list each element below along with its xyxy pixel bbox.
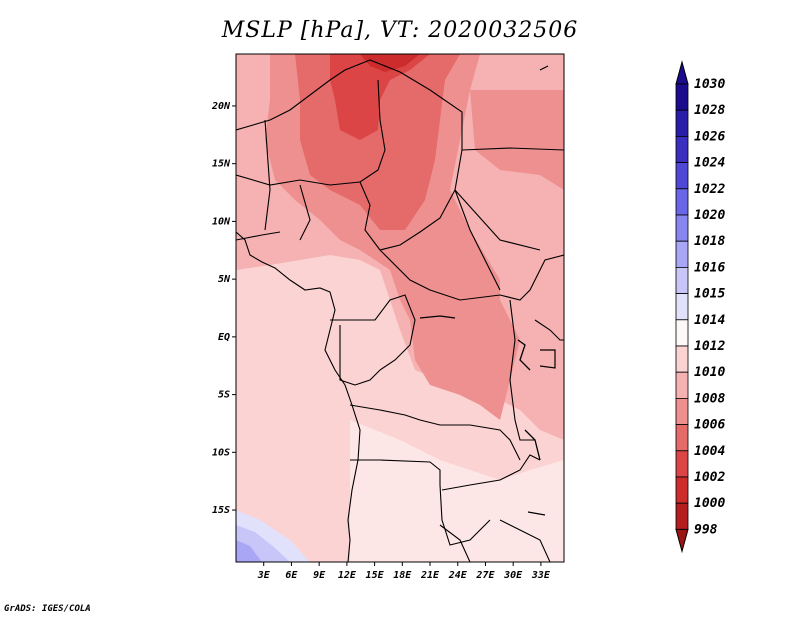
lat-tick-label: 10N [212,216,231,227]
colorbar-segment [675,476,689,504]
colorbar-top-arrow [675,60,689,85]
coastline [236,231,361,562]
lon-tick-label: 30E [503,570,523,581]
colorbar-legend: 1030 1028 1026 1024 1022 1020 1018 1016 1015 1014… [675,60,725,554]
country-borders [236,59,564,562]
pressure-field-1004 [330,54,430,140]
colorbar-label: 1000 [694,496,725,511]
pressure-field-1008-ne [470,90,564,190]
lon-tick-label: 33E [531,570,551,581]
lon-axis: 3E 6E 9E 12E 15E 18E 21E 24E 27E 30E 33E [257,562,551,581]
colorbar-label: 1015 [694,287,725,302]
colorbar-segment [675,319,689,347]
lon-tick-label: 3E [257,570,271,581]
colorbar-segment [675,502,689,530]
colorbar-segment [675,188,689,216]
lon-tick-label: 18E [393,570,412,581]
lon-tick-label: 12E [338,570,357,581]
lon-tick-label: 21E [420,570,440,581]
lat-tick-label: 5S [218,390,230,401]
lat-tick-label: 5N [218,274,231,285]
colorbar-segment [675,397,689,425]
pressure-field-1014 [350,420,564,562]
colorbar-segment [675,240,689,268]
lat-tick-label: 15S [212,505,230,516]
lon-tick-label: 15E [366,570,385,581]
colorbar-label: 1022 [694,182,725,197]
colorbar-segment [675,214,689,242]
lon-tick-label: 9E [313,570,326,581]
pressure-field-1018 [236,540,262,562]
colorbar-segment [675,135,689,163]
map-frame [235,53,565,563]
colorbar-label: 998 [694,522,718,537]
colorbar-segment [675,293,689,321]
colorbar-segment [675,424,689,452]
colorbar-label: 1012 [694,339,725,354]
colorbar-label: 1020 [694,208,725,223]
pressure-field-1002 [360,54,420,72]
lon-tick-label: 24E [448,570,468,581]
lat-tick-label: 15N [212,159,231,170]
colorbar-segment [675,83,689,111]
lat-tick-label: EQ [218,332,230,343]
colorbar-label: 1010 [694,365,725,380]
lat-tick-label: 20N [211,101,231,112]
grads-credit: GrADS: IGES/COLA [4,604,91,614]
colorbar-bottom-arrow [675,528,689,554]
colorbar-label: 1008 [694,391,725,406]
lon-tick-label: 27E [475,570,495,581]
colorbar-segment [675,162,689,190]
colorbar-label: 1024 [694,156,725,171]
colorbar-segment [675,109,689,137]
colorbar-label: 1030 [694,77,725,92]
colorbar-label: 1018 [694,234,725,249]
colorbar-label: 1006 [694,418,725,433]
colorbar-label: 1014 [694,313,725,328]
colorbar-segment [675,345,689,373]
colorbar-segment [675,266,689,294]
map-title: MSLP [hPa], VT: 2020032506 [221,18,579,43]
colorbar-label: 1004 [694,444,725,459]
colorbar-segment [675,371,689,399]
lat-tick-label: 10S [212,447,230,458]
lon-tick-label: 6E [285,570,298,581]
colorbar-label: 1028 [694,103,725,118]
colorbar-segment [675,450,689,478]
colorbar-label: 1002 [694,470,725,485]
colorbar-label: 1026 [694,129,725,144]
lat-axis: 20N 15N 10N 5N EQ 5S 10S 15S [211,101,236,516]
colorbar-label: 1016 [694,260,725,275]
